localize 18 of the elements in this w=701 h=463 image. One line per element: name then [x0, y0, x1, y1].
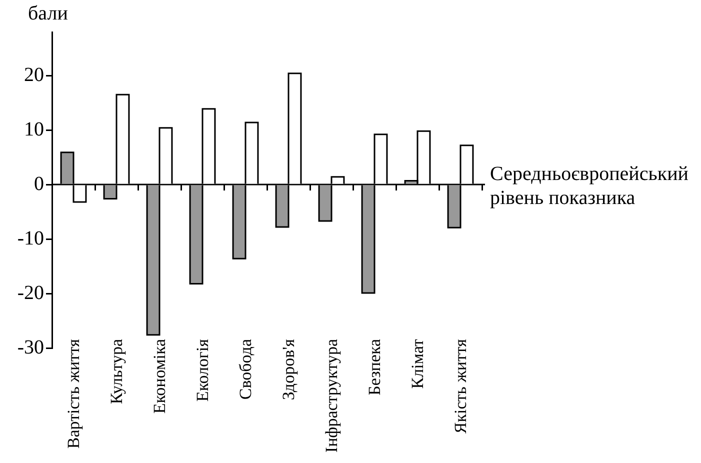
- x-tick-label: Якість життя: [450, 338, 470, 434]
- y-tick-label: -30: [17, 336, 44, 358]
- x-tick-label: Екологія: [192, 338, 212, 402]
- x-tick-label: Здоров'я: [278, 338, 298, 400]
- ref-line-label: Середньоєвропейський рівень показника: [490, 162, 689, 209]
- x-tick-label: Вартість життя: [64, 338, 83, 449]
- x-tick-label: Безпека: [364, 338, 384, 396]
- y-tick-label: -10: [17, 227, 44, 250]
- y-tick-label: 0: [34, 172, 44, 195]
- y-axis-title: бали: [28, 2, 68, 24]
- x-tick-label: Інфраструктура: [322, 338, 341, 453]
- x-tick-label: Економіка: [150, 338, 169, 414]
- y-tick-label: -20: [17, 282, 44, 304]
- x-tick-label: Клімат: [408, 338, 427, 389]
- x-tick-label: Культура: [106, 338, 126, 404]
- x-tick-label: Свобода: [236, 338, 255, 400]
- y-tick-label: 10: [24, 118, 44, 140]
- y-tick-label: 20: [24, 64, 44, 86]
